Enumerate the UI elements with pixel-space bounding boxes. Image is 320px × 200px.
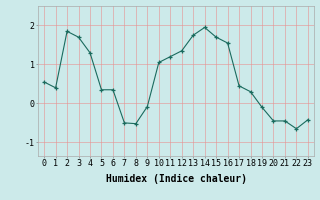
X-axis label: Humidex (Indice chaleur): Humidex (Indice chaleur) [106,174,246,184]
